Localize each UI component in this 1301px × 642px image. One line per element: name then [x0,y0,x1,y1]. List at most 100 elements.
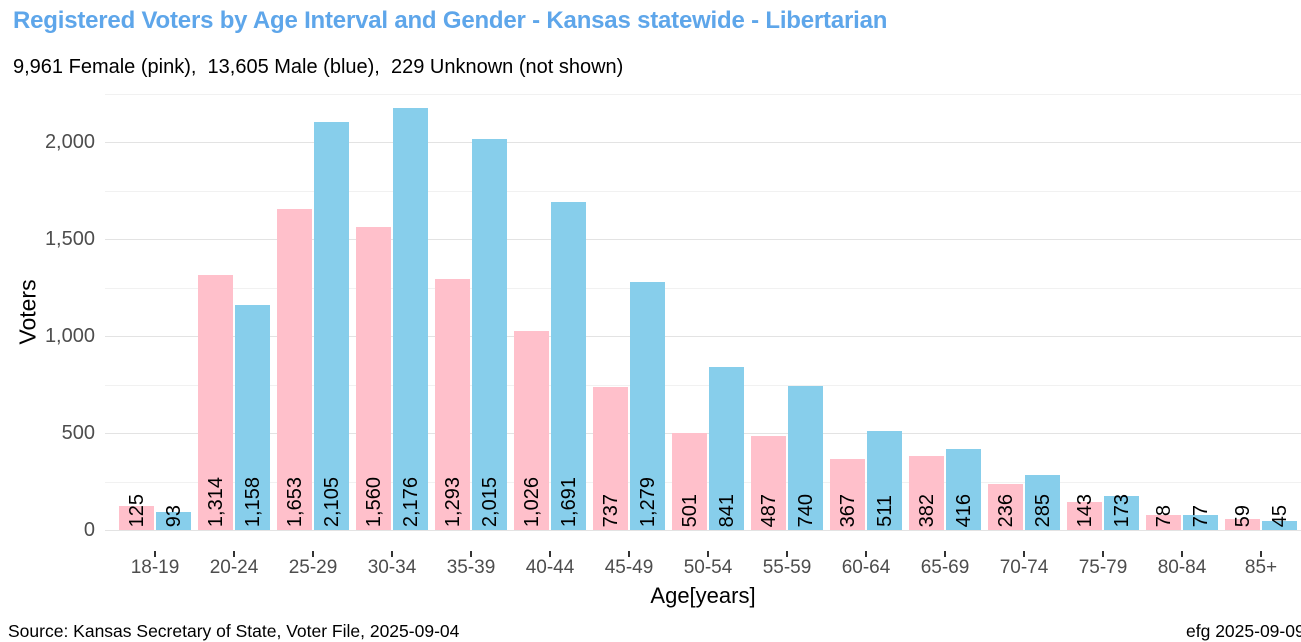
x-category-label-70-74: 70-74 [999,557,1049,578]
bar-male-35-39 [472,139,507,530]
bar-value-label-female-75-79: 143 [1073,493,1096,527]
bar-value-label-male-80-84: 77 [1189,504,1212,527]
x-category-label-25-29: 25-29 [288,557,338,578]
x-axis-tick [549,551,551,557]
x-axis-tick [1260,551,1262,557]
x-category-label-20-24: 20-24 [209,557,259,578]
bar-male-60-64 [867,431,902,530]
bar-male-50-54 [709,367,744,530]
bar-value-label-female-70-74: 236 [994,493,1017,527]
x-category-label-60-64: 60-64 [841,557,891,578]
bar-female-50-54 [672,433,707,530]
bar-male-30-34 [393,108,428,530]
gridline-major [105,336,1301,337]
credit-note: efg 2025-09-09 [1186,621,1301,641]
bar-male-65-69 [946,449,981,530]
bar-female-55-59 [751,436,786,530]
bar-value-label-female-55-59: 487 [757,493,780,527]
x-category-label-55-59: 55-59 [762,557,812,578]
bar-female-20-24 [198,275,233,530]
x-axis-tick [233,551,235,557]
y-tick-label: 1,500 [44,228,95,250]
bar-male-45-49 [630,282,665,530]
y-tick-label: 0 [83,519,95,541]
x-axis-tick [391,551,393,557]
x-axis-tick [1102,551,1104,557]
gridline-major [105,142,1301,143]
bar-female-75-79 [1067,502,1102,530]
bar-value-label-male-20-24: 1,158 [241,476,264,527]
x-axis-tick [312,551,314,557]
y-tick-label: 2,000 [44,131,95,153]
bar-female-45-49 [593,387,628,530]
bar-female-30-34 [356,227,391,530]
bar-value-label-female-60-64: 367 [836,493,859,527]
bar-value-label-male-40-44: 1,691 [557,476,580,527]
bar-value-label-female-50-54: 501 [678,493,701,527]
x-axis-tick [944,551,946,557]
bar-value-label-female-80-84: 78 [1152,504,1175,527]
x-category-label-85+: 85+ [1244,557,1278,578]
bar-female-40-44 [514,331,549,530]
bar-male-70-74 [1025,475,1060,530]
bar-value-label-male-50-54: 841 [715,493,738,527]
bar-male-85+ [1262,521,1297,530]
bar-value-label-male-25-29: 2,105 [320,476,343,527]
bar-value-label-female-65-69: 382 [915,493,938,527]
bar-value-label-female-40-44: 1,026 [520,476,543,527]
bar-value-label-female-18-19: 125 [125,493,148,527]
bar-value-label-male-85+: 45 [1268,504,1291,527]
bar-male-20-24 [235,305,270,530]
x-category-label-80-84: 80-84 [1157,557,1207,578]
x-axis-tick [1181,551,1183,557]
plot-area: 125 93 18-19 1,314 1,158 20-24 1,653 2,105 25-29… [105,93,1301,578]
bar-value-label-male-70-74: 285 [1031,493,1054,527]
x-category-label-18-19: 18-19 [130,557,180,578]
bar-value-label-male-75-79: 173 [1110,493,1133,527]
bar-value-label-female-45-49: 737 [599,493,622,527]
bar-value-label-male-30-34: 2,176 [399,476,422,527]
x-axis-tick [154,551,156,557]
bar-value-label-female-85+: 59 [1231,504,1254,527]
bar-value-label-female-35-39: 1,293 [441,476,464,527]
x-category-label-45-49: 45-49 [604,557,654,578]
bar-female-60-64 [830,459,865,530]
x-axis-tick [1023,551,1025,557]
bar-female-18-19 [119,506,154,530]
x-category-label-75-79: 75-79 [1078,557,1128,578]
bar-value-label-male-35-39: 2,015 [478,476,501,527]
bar-male-18-19 [156,512,191,530]
bar-value-label-female-30-34: 1,560 [362,476,385,527]
gridline-minor [105,287,1301,289]
bar-male-40-44 [551,202,586,530]
chart-subtitle: 9,961 Female (pink), 13,605 Male (blue),… [13,56,624,78]
x-axis-tick [470,551,472,557]
bar-female-65-69 [909,456,944,530]
x-axis-tick [865,551,867,557]
x-category-label-40-44: 40-44 [525,557,575,578]
x-category-label-30-34: 30-34 [367,557,417,578]
y-tick-label: 1,000 [44,325,95,347]
x-axis-title: Age[years] [650,583,756,608]
bar-male-55-59 [788,386,823,530]
bar-value-label-male-55-59: 740 [794,493,817,527]
bar-value-label-female-20-24: 1,314 [204,476,227,527]
x-axis-tick [707,551,709,557]
gridline-minor [105,384,1301,386]
x-axis-tick [786,551,788,557]
x-category-label-50-54: 50-54 [683,557,733,578]
gridline-minor [105,190,1301,192]
bar-value-label-male-45-49: 1,279 [636,476,659,527]
bar-female-85+ [1225,519,1260,530]
gridline-major [105,239,1301,240]
x-axis-tick [628,551,630,557]
bar-female-70-74 [988,484,1023,530]
bar-value-label-male-65-69: 416 [952,493,975,527]
gridline-major [105,530,1301,531]
bar-male-25-29 [314,122,349,530]
source-note: Source: Kansas Secretary of State, Voter… [8,621,460,641]
y-tick-label: 500 [61,422,95,444]
bar-male-75-79 [1104,496,1139,530]
bar-value-label-female-25-29: 1,653 [283,476,306,527]
